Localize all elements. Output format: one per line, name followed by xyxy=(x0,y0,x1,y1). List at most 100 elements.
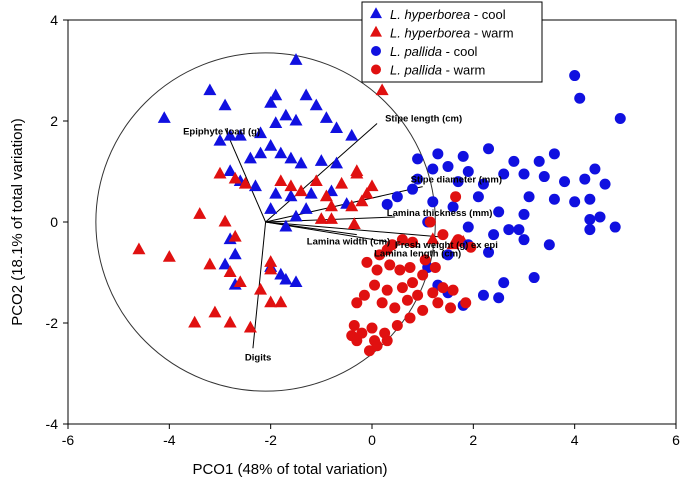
legend-label: L. hyperborea - warm xyxy=(390,26,514,41)
point-pallida-cool xyxy=(432,148,444,160)
legend-label: L. pallida - cool xyxy=(390,44,478,59)
point-pallida-warm xyxy=(381,284,393,296)
point-hyperborea-cool xyxy=(345,128,359,141)
x-tick-label: 6 xyxy=(672,432,680,448)
point-pallida-cool xyxy=(538,171,550,183)
point-pallida-cool xyxy=(391,191,403,203)
point-hyperborea-warm xyxy=(132,242,146,255)
point-pallida-cool xyxy=(462,221,474,233)
point-hyperborea-warm xyxy=(243,320,257,333)
point-pallida-warm xyxy=(429,261,441,273)
point-pallida-cool xyxy=(594,211,606,223)
point-pallida-cool xyxy=(614,112,626,124)
point-pallida-cool xyxy=(609,221,621,233)
vector-label: Lamina thickness (mm) xyxy=(387,208,493,219)
point-hyperborea-warm xyxy=(223,315,237,328)
legend-marker-triangle xyxy=(370,7,382,19)
point-pallida-cool xyxy=(584,224,596,236)
point-pallida-cool xyxy=(457,150,469,162)
point-hyperborea-warm xyxy=(335,176,349,189)
point-pallida-warm xyxy=(401,294,413,306)
point-pallida-cool xyxy=(569,196,581,208)
point-pallida-warm xyxy=(396,234,408,246)
point-hyperborea-cool xyxy=(223,164,237,176)
point-pallida-cool xyxy=(528,272,540,284)
point-hyperborea-cool xyxy=(218,98,232,111)
point-hyperborea-warm xyxy=(228,229,242,242)
point-hyperborea-cool xyxy=(228,247,242,260)
point-pallida-cool xyxy=(498,168,510,180)
point-pallida-cool xyxy=(483,246,495,258)
legend-marker-circle xyxy=(371,64,381,75)
y-tick-label: -2 xyxy=(46,315,59,331)
y-tick-label: 0 xyxy=(50,214,58,230)
vector-line xyxy=(252,221,267,349)
point-hyperborea-cool xyxy=(279,219,293,232)
point-pallida-warm xyxy=(417,269,429,281)
point-hyperborea-cool xyxy=(289,275,303,288)
point-pallida-cool xyxy=(381,198,393,210)
point-hyperborea-warm xyxy=(314,212,328,224)
point-pallida-warm xyxy=(450,191,462,203)
x-tick-label: 4 xyxy=(571,432,579,448)
x-tick-label: 2 xyxy=(469,432,477,448)
point-hyperborea-cool xyxy=(269,88,283,101)
point-pallida-warm xyxy=(374,249,386,261)
point-hyperborea-cool xyxy=(254,146,268,159)
point-pallida-warm xyxy=(419,254,431,266)
y-tick-label: -4 xyxy=(46,416,59,432)
point-pallida-warm xyxy=(407,236,419,248)
point-pallida-warm xyxy=(427,287,439,299)
point-hyperborea-cool xyxy=(233,128,247,141)
point-pallida-warm xyxy=(351,335,363,347)
point-hyperborea-warm xyxy=(264,255,278,267)
point-hyperborea-cool xyxy=(279,108,293,121)
point-pallida-warm xyxy=(348,320,360,332)
point-hyperborea-warm xyxy=(274,174,288,187)
point-hyperborea-warm xyxy=(350,166,364,179)
point-pallida-warm xyxy=(404,261,416,273)
legend-species: L. pallida xyxy=(390,44,442,59)
legend-condition: - warm xyxy=(470,26,513,41)
legend-condition: - cool xyxy=(470,7,506,22)
point-hyperborea-cool xyxy=(284,151,298,164)
point-hyperborea-cool xyxy=(264,138,278,151)
y-tick-label: 2 xyxy=(50,113,58,129)
point-hyperborea-cool xyxy=(299,202,313,214)
vector-line xyxy=(265,221,443,238)
vector-line xyxy=(265,123,378,223)
point-hyperborea-cool xyxy=(289,209,303,222)
point-hyperborea-cool xyxy=(213,133,227,146)
point-hyperborea-warm xyxy=(345,199,359,212)
point-hyperborea-cool xyxy=(294,156,308,169)
point-hyperborea-cool xyxy=(319,111,333,123)
legend-marker-triangle xyxy=(370,25,382,37)
legend-species: L. hyperborea xyxy=(390,7,470,22)
point-pallida-cool xyxy=(508,155,520,167)
point-pallida-cool xyxy=(599,178,611,190)
y-tick-label: 4 xyxy=(50,12,58,28)
point-pallida-cool xyxy=(584,193,596,205)
point-pallida-cool xyxy=(477,289,489,301)
point-hyperborea-cool xyxy=(248,179,262,192)
legend-species: L. pallida xyxy=(390,63,442,78)
point-hyperborea-cool xyxy=(264,96,278,108)
point-hyperborea-cool xyxy=(269,186,283,199)
point-pallida-cool xyxy=(518,208,530,220)
point-hyperborea-cool xyxy=(314,154,328,166)
point-hyperborea-cool xyxy=(243,151,257,164)
vector-label: Lamina width (cm) xyxy=(307,237,390,248)
point-pallida-warm xyxy=(358,289,370,301)
point-hyperborea-warm xyxy=(203,257,217,270)
point-hyperborea-warm xyxy=(294,184,308,197)
legend-condition: - warm xyxy=(442,63,485,78)
point-hyperborea-cool xyxy=(289,53,303,65)
point-hyperborea-warm xyxy=(233,275,247,288)
vector-line xyxy=(224,128,267,223)
point-pallida-cool xyxy=(488,229,500,241)
point-pallida-warm xyxy=(371,264,383,276)
point-hyperborea-cool xyxy=(223,128,237,141)
point-pallida-cool xyxy=(559,176,571,188)
